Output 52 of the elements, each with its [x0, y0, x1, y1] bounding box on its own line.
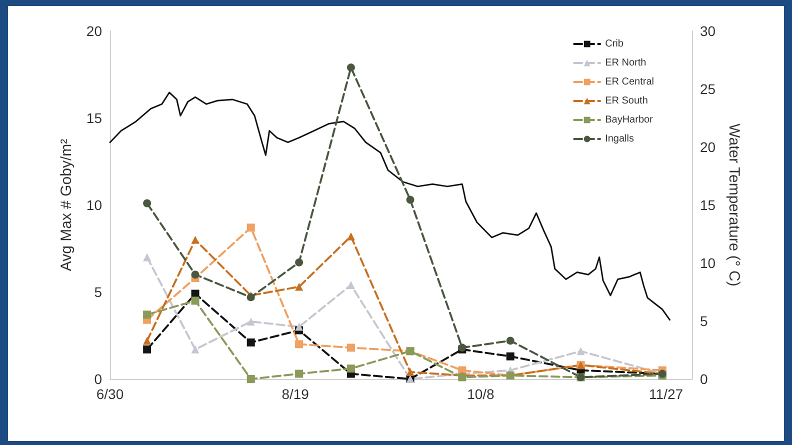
point: [143, 310, 152, 319]
point: [576, 347, 585, 356]
point: [246, 375, 255, 383]
x-tick-label: 6/30: [96, 386, 124, 402]
x-tick-label: 8/19: [282, 386, 310, 402]
point: [346, 281, 355, 290]
y-tick-label: 5: [94, 284, 102, 300]
point: [295, 258, 304, 266]
y-tick-label: 20: [86, 23, 102, 39]
x-tick-label: 10/8: [467, 386, 495, 402]
point: [295, 370, 304, 378]
legend-label: Crib: [605, 38, 624, 50]
y-tick-label: 10: [86, 197, 102, 213]
point: [406, 368, 414, 376]
y2-tick-label: 20: [700, 139, 716, 155]
y2-tick-label: 25: [700, 81, 716, 97]
legend-label: ER North: [605, 58, 646, 68]
point: [191, 345, 200, 354]
point: [143, 336, 152, 345]
point: [295, 340, 304, 348]
legend-label: ER Central: [605, 76, 654, 88]
point: [295, 322, 304, 331]
legend-label: Ingalls: [605, 134, 634, 144]
y-tick-label: 15: [86, 110, 102, 126]
point: [406, 196, 414, 204]
point: [506, 352, 514, 360]
point: [506, 336, 514, 345]
y-axis-title: Avg Max # Goby/m²: [58, 138, 75, 272]
line-series: [109, 92, 671, 321]
y2-tick-label: 5: [700, 313, 708, 329]
point: [346, 344, 355, 352]
y-tick-label: 0: [94, 371, 102, 387]
point: [143, 199, 152, 208]
legend-label: ER South: [605, 96, 648, 106]
point: [143, 345, 152, 354]
point: [246, 338, 255, 346]
point: [191, 236, 200, 244]
legend-label: BayHarbor: [605, 114, 654, 126]
y2-tick-label: 15: [700, 197, 716, 213]
y2-axis-title: Water Temperature (° C): [725, 124, 742, 286]
x-tick-label: 11/27: [649, 386, 684, 402]
y2-tick-label: 10: [700, 255, 716, 271]
point: [191, 270, 200, 279]
y2-tick-label: 0: [700, 371, 708, 387]
point: [191, 296, 200, 305]
point: [246, 318, 255, 326]
point: [295, 282, 304, 291]
y2-tick-label: 30: [700, 23, 716, 39]
point: [246, 224, 255, 232]
point: [346, 364, 355, 373]
point: [143, 253, 152, 262]
point: [346, 64, 355, 72]
